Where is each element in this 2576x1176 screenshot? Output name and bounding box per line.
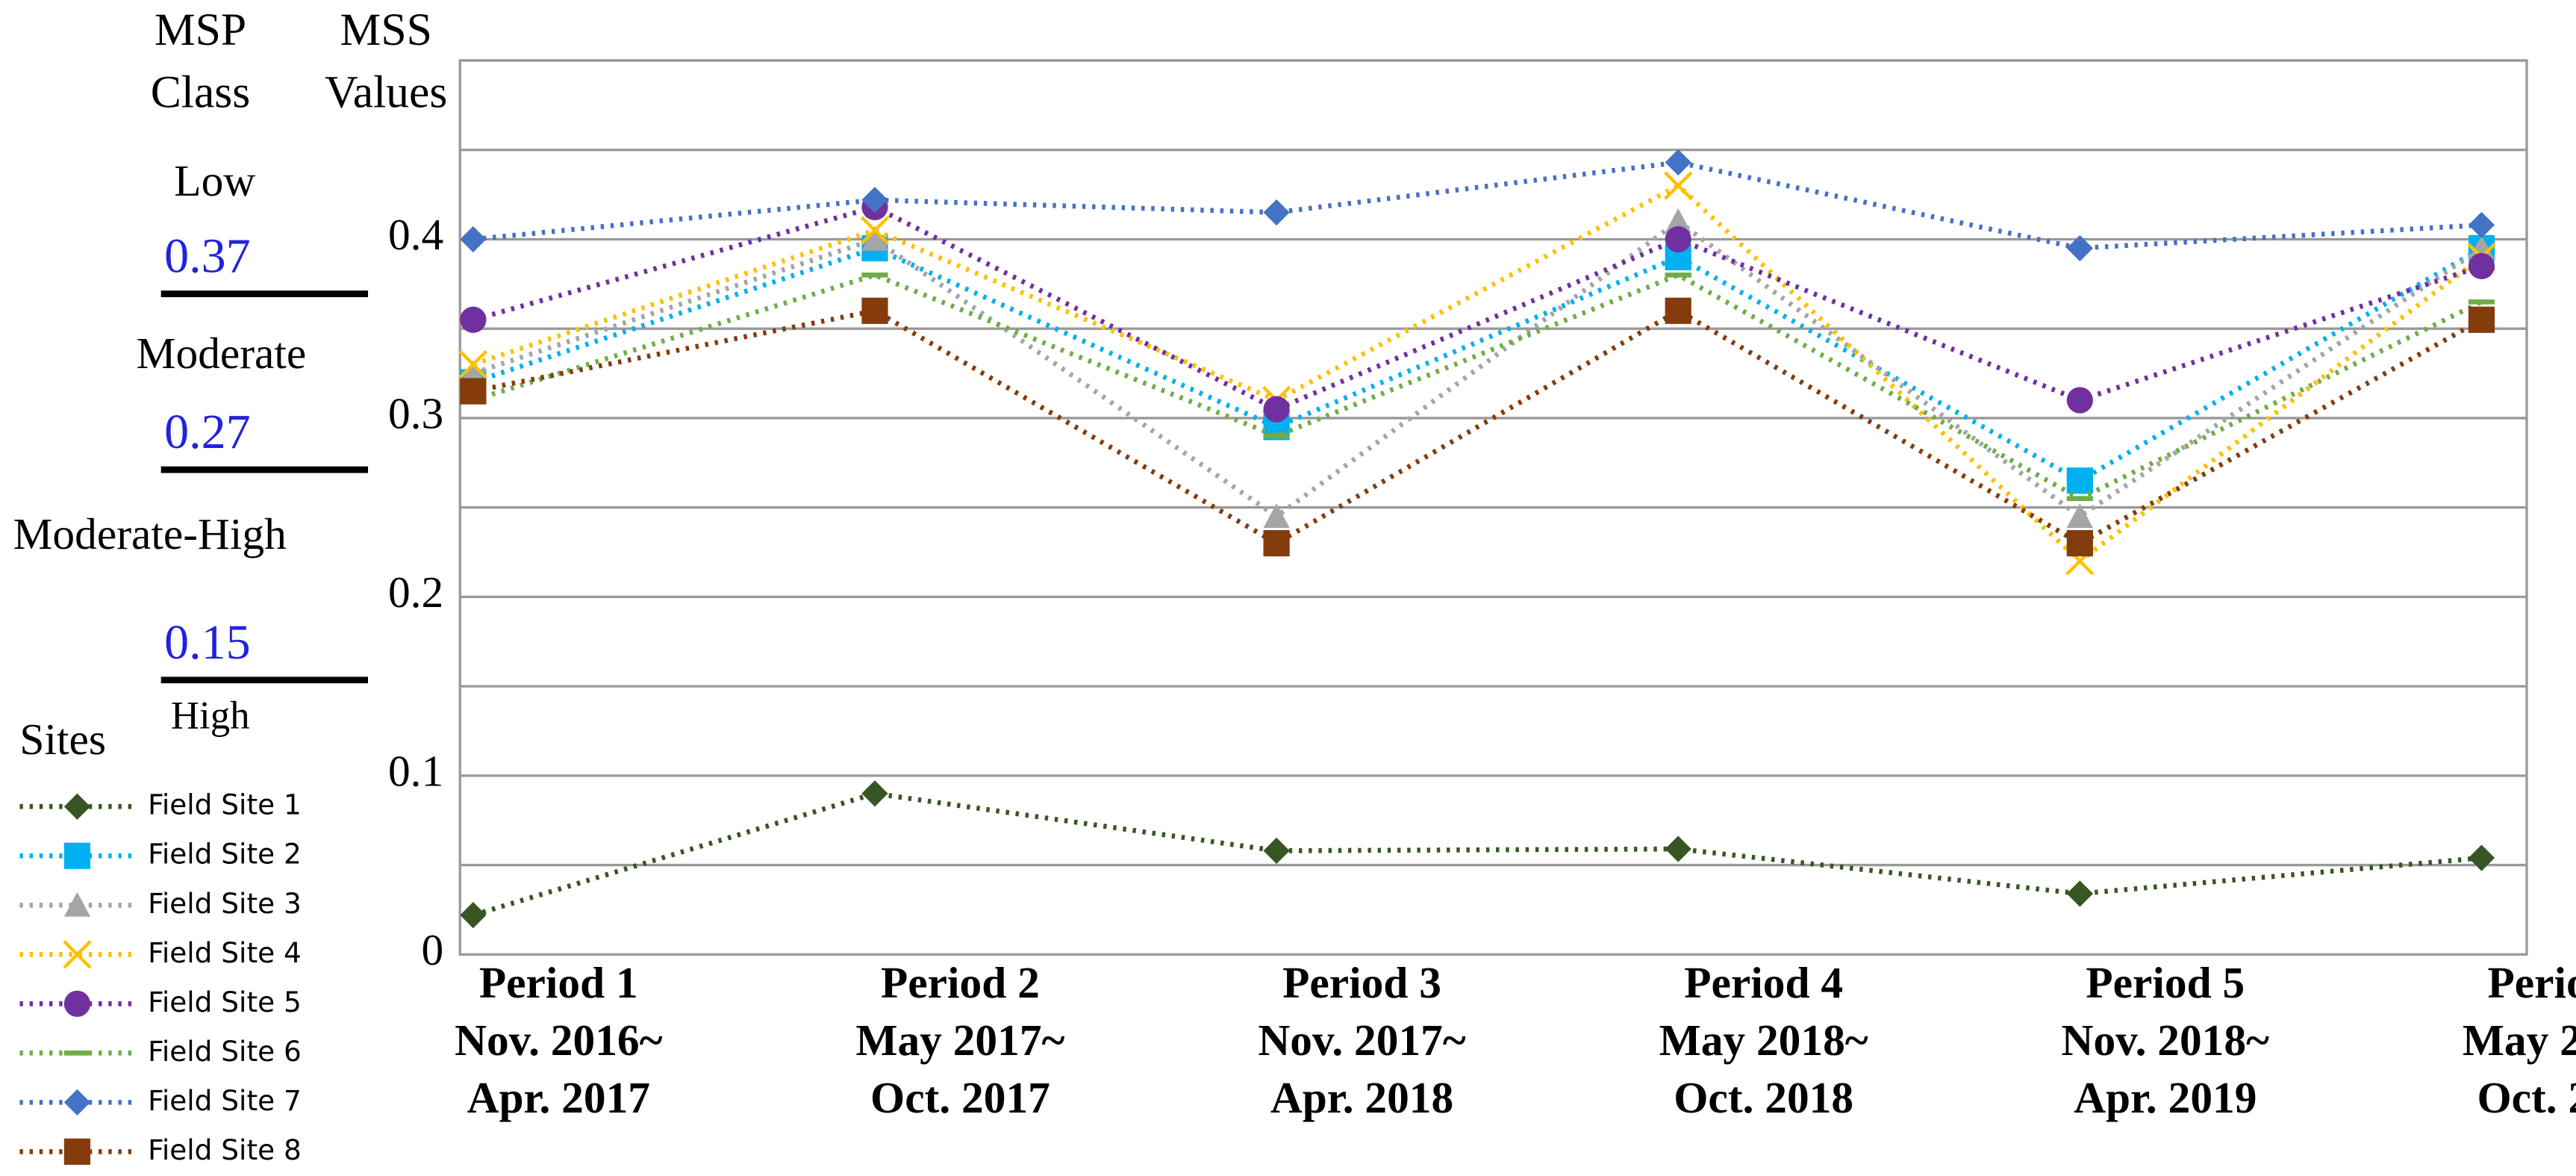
marker — [1263, 199, 1290, 226]
marker — [2066, 234, 2093, 262]
marker — [861, 187, 888, 214]
class-header: MSP — [155, 4, 246, 55]
marker — [1665, 225, 1691, 253]
x-tick-label: Period 2 — [881, 958, 1040, 1007]
x-tick-label: Oct. 2019 — [2477, 1073, 2576, 1122]
marker — [1263, 529, 1290, 557]
marker — [460, 902, 487, 929]
class-threshold: 0.27 — [164, 405, 251, 459]
marker — [1665, 149, 1691, 176]
x-tick-label: May 2019~ — [2463, 1015, 2576, 1065]
marker — [460, 306, 487, 333]
x-tick-label: Oct. 2018 — [1674, 1073, 1853, 1122]
y-tick-label: 0 — [422, 925, 444, 974]
marker — [861, 225, 888, 251]
series-line — [472, 791, 2482, 918]
x-tick-label: Period 3 — [1282, 958, 1441, 1007]
marker — [2066, 467, 2093, 494]
marker — [1263, 396, 1290, 423]
marker — [2468, 234, 2495, 260]
series-line — [473, 160, 2482, 251]
marker — [2066, 503, 2093, 529]
y-tick-label: 0.3 — [388, 389, 443, 438]
marker — [2468, 211, 2495, 238]
marker — [861, 780, 888, 807]
legend-title: Sites — [19, 715, 106, 764]
x-tick-label: Nov. 2016~ — [455, 1015, 663, 1065]
legend-label: Field Site 8 — [148, 1133, 302, 1166]
marker — [860, 216, 890, 245]
legend-label: Field Site 3 — [148, 887, 302, 920]
marker — [2066, 387, 2093, 414]
y-tick-label: 0.4 — [388, 210, 443, 259]
legend-label: Field Site 6 — [148, 1035, 302, 1068]
series-line — [472, 204, 2483, 412]
marker — [2468, 844, 2495, 871]
x-tick-label: Apr. 2018 — [1270, 1073, 1453, 1122]
marker — [1664, 171, 1693, 200]
marker — [63, 1089, 91, 1116]
class-label: Moderate — [137, 329, 307, 378]
marker — [1263, 503, 1290, 529]
x-tick-label: Nov. 2018~ — [2062, 1015, 2270, 1065]
y-tick-label: 0.1 — [388, 746, 443, 795]
legend-label: Field Site 4 — [148, 936, 302, 969]
marker — [2066, 529, 2093, 557]
marker — [2468, 306, 2495, 333]
class-threshold: 0.37 — [164, 229, 251, 284]
x-tick-label: Oct. 2017 — [870, 1073, 1050, 1122]
y-tick-label: 0.2 — [388, 567, 443, 617]
marker — [2468, 252, 2495, 279]
x-tick-label: Period 1 — [479, 958, 638, 1007]
class-label: High — [171, 694, 250, 738]
class-label: Low — [174, 156, 255, 205]
marker — [460, 225, 487, 253]
x-tick-label: Period 4 — [1684, 958, 1843, 1007]
marker — [458, 349, 488, 379]
legend-label: Field Site 1 — [148, 788, 302, 821]
axis-header: MSS — [340, 4, 432, 55]
marker — [63, 1138, 91, 1166]
marker — [460, 378, 487, 405]
marker — [861, 297, 888, 324]
x-tick-label: Period 5 — [2086, 958, 2245, 1007]
marker — [1665, 297, 1691, 324]
x-tick-label: May 2017~ — [855, 1015, 1064, 1065]
class-label: Moderate-High — [13, 509, 287, 559]
x-tick-label: Nov. 2017~ — [1258, 1015, 1466, 1065]
x-tick-label: May 2018~ — [1659, 1015, 1868, 1065]
class-threshold: 0.15 — [164, 615, 251, 670]
marker — [1665, 208, 1691, 233]
series-line — [473, 308, 2483, 547]
series-line — [472, 182, 2483, 564]
marker — [1665, 836, 1691, 862]
x-tick-label: Apr. 2017 — [467, 1073, 650, 1122]
series-line — [472, 272, 2483, 502]
x-tick-label: Apr. 2019 — [2074, 1073, 2257, 1122]
class-header: Class — [151, 67, 251, 118]
x-tick-label: Period 6 — [2487, 958, 2576, 1007]
marker — [2066, 880, 2093, 907]
marker — [63, 892, 91, 917]
marker — [1263, 837, 1290, 865]
marker — [63, 990, 91, 1017]
series-line — [472, 245, 2483, 484]
legend-label: Field Site 2 — [148, 838, 302, 871]
marker — [63, 940, 92, 969]
marker — [63, 793, 91, 820]
legend-label: Field Site 7 — [148, 1084, 302, 1117]
legend-label: Field Site 5 — [148, 986, 302, 1018]
marker — [63, 842, 91, 869]
axis-header: Values — [325, 67, 447, 118]
